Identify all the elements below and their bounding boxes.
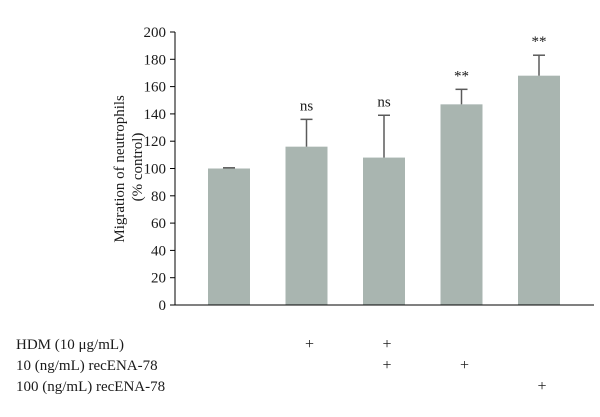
y-tick-label: 60 bbox=[151, 216, 166, 232]
bar bbox=[440, 104, 483, 305]
y-tick-label: 160 bbox=[144, 80, 167, 96]
bar bbox=[285, 146, 328, 305]
significance-labels: ns ns ** ** bbox=[300, 34, 547, 114]
treatment-mark: + bbox=[382, 336, 392, 353]
significance-label: ** bbox=[532, 34, 547, 50]
treatment-mark: + bbox=[304, 336, 315, 353]
y-tick-label: 20 bbox=[151, 271, 166, 287]
y-axis-label-line2: (% control) bbox=[130, 133, 146, 202]
row-label-recena-10: 10 (ng/mL) recENA-78 bbox=[16, 358, 158, 374]
y-tick-label: 180 bbox=[144, 52, 167, 68]
treatment-mark: + bbox=[382, 357, 392, 374]
bar bbox=[208, 168, 250, 305]
bar bbox=[518, 75, 560, 306]
treatment-mark: + bbox=[537, 378, 547, 395]
significance-label: ** bbox=[454, 68, 469, 84]
y-tick-label: 200 bbox=[144, 25, 167, 41]
y-tick-label: 140 bbox=[144, 107, 167, 123]
y-tick-label: 0 bbox=[159, 298, 167, 314]
y-tick-label: 100 bbox=[144, 162, 167, 178]
significance-label: ns bbox=[300, 98, 314, 114]
bars bbox=[208, 75, 560, 306]
treatment-mark: + bbox=[459, 357, 470, 374]
y-axis-ticks: 0 20 40 60 80 100 120 140 160 180 200 bbox=[144, 25, 175, 314]
significance-label: ns bbox=[377, 94, 391, 110]
y-axis-label-line1: Migration of neutrophils bbox=[112, 95, 128, 243]
error-bars bbox=[223, 54, 545, 169]
y-axis-label: Migration of neutrophils (% control) bbox=[112, 91, 146, 242]
row-label-recena-100: 100 (ng/mL) recENA-78 bbox=[16, 379, 166, 395]
y-tick-label: 80 bbox=[151, 189, 166, 205]
y-tick-label: 120 bbox=[144, 134, 167, 150]
bar bbox=[363, 157, 405, 305]
y-tick-label: 40 bbox=[151, 243, 166, 259]
row-label-hdm: HDM (10 μg/mL) bbox=[16, 337, 125, 353]
